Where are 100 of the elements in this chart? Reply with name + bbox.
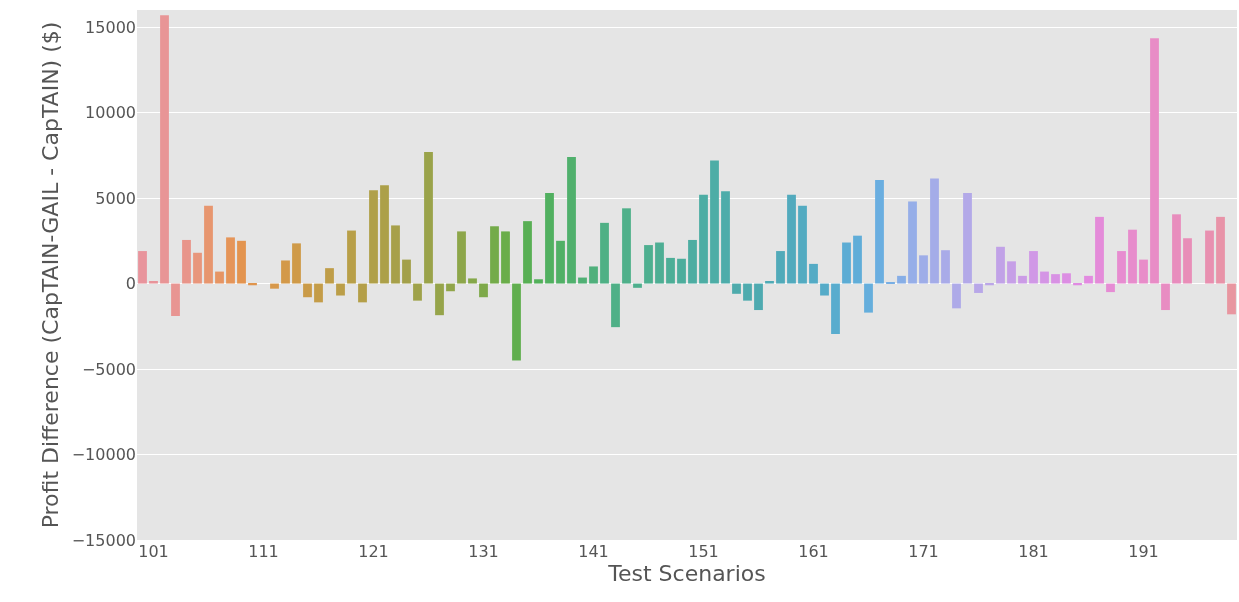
bar — [490, 226, 499, 284]
bar — [809, 263, 818, 284]
bar — [281, 260, 290, 284]
bar — [325, 268, 334, 284]
bar — [1051, 274, 1060, 284]
bar — [985, 283, 994, 286]
x-tick-label: 171 — [908, 542, 939, 561]
bar — [787, 194, 796, 284]
y-tick-label: −15000 — [71, 530, 136, 550]
y-tick-label: 5000 — [95, 188, 136, 208]
bar — [226, 237, 235, 284]
x-tick-label: 141 — [578, 542, 609, 561]
bar — [1029, 251, 1038, 284]
bar — [479, 283, 488, 298]
x-tick-label: 111 — [248, 542, 279, 561]
bar — [1084, 275, 1093, 284]
bar — [1227, 283, 1236, 315]
bar — [303, 283, 312, 298]
bar — [644, 245, 653, 284]
bar — [952, 283, 961, 309]
bar — [523, 221, 532, 284]
bar — [182, 239, 191, 284]
bar — [930, 178, 939, 284]
bar — [721, 191, 730, 284]
bar — [831, 283, 840, 334]
bar — [666, 257, 675, 284]
x-tick-label: 181 — [1018, 542, 1049, 561]
bar — [391, 225, 400, 284]
bar — [435, 283, 444, 316]
bar — [1128, 229, 1137, 284]
bar — [611, 283, 620, 328]
bar — [864, 283, 873, 313]
bar — [171, 283, 180, 317]
bar — [424, 151, 433, 284]
bar — [446, 283, 455, 292]
y-tick-label: −5000 — [81, 359, 136, 379]
bar — [875, 180, 884, 284]
bar — [688, 239, 697, 284]
bar — [754, 283, 763, 311]
bar — [655, 242, 664, 284]
bar — [1139, 259, 1148, 284]
bar — [1018, 275, 1027, 284]
bar — [512, 283, 521, 361]
bar — [743, 283, 752, 301]
y-tick-label: 15000 — [85, 17, 136, 37]
bar — [1117, 251, 1126, 284]
bar — [534, 279, 543, 284]
bar — [765, 280, 774, 284]
bar — [853, 235, 862, 284]
bar — [1205, 230, 1214, 284]
bar — [380, 185, 389, 284]
bar — [798, 205, 807, 284]
bar — [1161, 283, 1170, 311]
bar — [1183, 238, 1192, 284]
bar — [919, 255, 928, 284]
bar — [1040, 271, 1049, 284]
x-tick-label: 151 — [688, 542, 719, 561]
y-axis-title: Profit Difference (CapTAIN-GAIL - CapTAIN) ($) — [38, 21, 64, 529]
bar — [1007, 261, 1016, 284]
bar — [468, 278, 477, 284]
bar — [556, 240, 565, 284]
bar — [908, 201, 917, 284]
bar — [842, 242, 851, 284]
x-tick-label: 191 — [1128, 542, 1159, 561]
x-tick-label: 131 — [468, 542, 499, 561]
bar — [358, 283, 367, 303]
bar — [589, 266, 598, 284]
bar — [314, 283, 323, 303]
bar — [204, 205, 213, 284]
bar — [270, 283, 279, 289]
bar — [248, 283, 257, 286]
bar — [1073, 283, 1082, 286]
bar — [776, 251, 785, 284]
bar — [1150, 38, 1159, 284]
bar — [567, 157, 576, 284]
bar — [820, 283, 829, 296]
bar — [336, 283, 345, 296]
x-tick-label: 121 — [358, 542, 389, 561]
bar — [1095, 216, 1104, 284]
bar — [1106, 283, 1115, 293]
bar — [237, 240, 246, 284]
bar — [710, 160, 719, 284]
bar — [941, 250, 950, 284]
bar — [1216, 216, 1225, 284]
bar — [600, 222, 609, 284]
bar — [963, 192, 972, 284]
y-tick-label: −10000 — [71, 445, 136, 465]
bar — [347, 230, 356, 284]
bar — [578, 277, 587, 284]
bar — [149, 280, 158, 284]
x-tick-label: 101 — [138, 542, 169, 561]
bar — [1062, 273, 1071, 284]
x-axis-title: Test Scenarios — [607, 561, 766, 586]
bar — [138, 251, 147, 284]
bar — [897, 275, 906, 284]
bar — [996, 246, 1005, 284]
bar — [1172, 214, 1181, 284]
bar — [622, 208, 631, 284]
bar — [369, 190, 378, 284]
y-tick-label: 0 — [125, 274, 136, 294]
